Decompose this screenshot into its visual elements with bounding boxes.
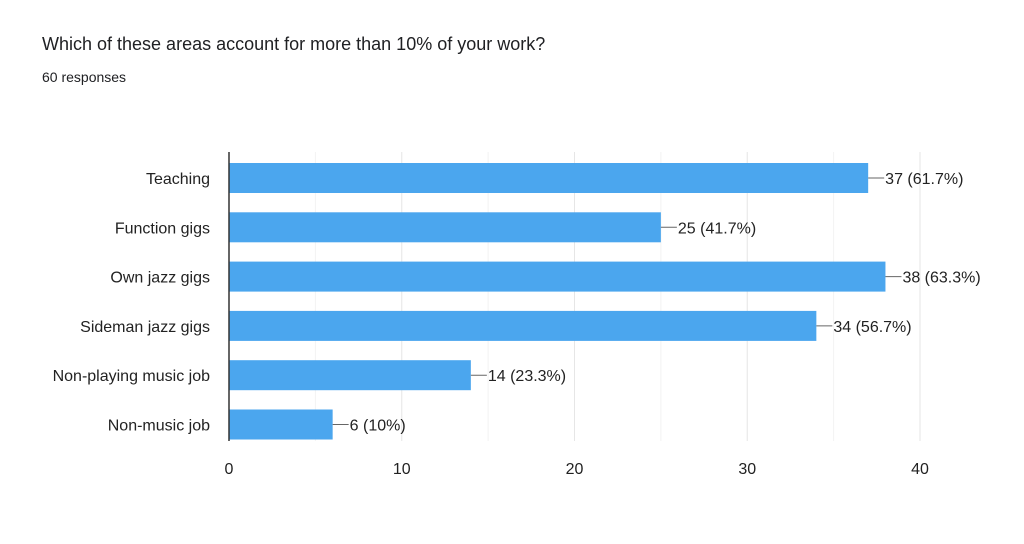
bar-function-gigs [229,212,661,243]
data-label: 37 (61.7%) [885,171,963,188]
x-tick-label: 40 [911,461,929,478]
response-count: 60 responses [42,69,127,85]
bar-non-music-job [229,409,333,440]
data-label: 6 (10%) [350,418,406,435]
category-label: Function gigs [115,220,210,237]
x-tick-label: 30 [738,461,756,478]
x-tick-label: 20 [566,461,584,478]
bar-sideman-jazz-gigs [229,310,817,341]
chart-title: Which of these areas account for more th… [42,34,546,54]
x-tick-label: 0 [225,461,234,478]
bar-non-playing-music-job [229,360,471,391]
x-tick-label: 10 [393,461,411,478]
bar-teaching [229,163,869,193]
data-label: 14 (23.3%) [488,368,566,385]
bar-own-jazz-gigs [229,261,886,292]
data-label: 38 (63.3%) [902,270,980,287]
data-label: 25 (41.7%) [678,220,756,237]
category-label: Teaching [146,171,210,188]
data-label: 34 (56.7%) [833,319,911,336]
category-label: Sideman jazz gigs [80,319,210,336]
category-label: Own jazz gigs [110,270,210,287]
category-label: Non-music job [108,418,210,435]
category-label: Non-playing music job [53,368,211,385]
